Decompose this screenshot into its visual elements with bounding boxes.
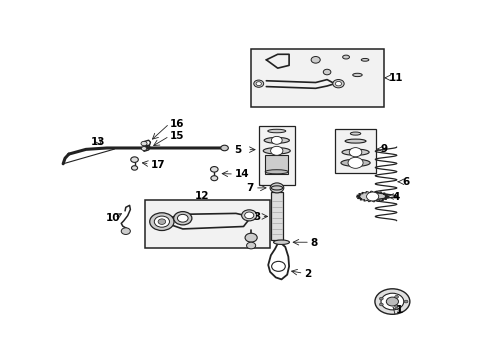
Circle shape <box>246 242 256 249</box>
Circle shape <box>211 176 218 181</box>
Circle shape <box>142 147 147 150</box>
Circle shape <box>379 297 383 300</box>
Circle shape <box>220 145 228 151</box>
Circle shape <box>386 297 398 306</box>
Ellipse shape <box>273 240 290 244</box>
Text: 6: 6 <box>402 177 409 187</box>
Circle shape <box>211 167 218 172</box>
Bar <box>251 49 384 107</box>
Circle shape <box>395 305 398 308</box>
Circle shape <box>158 219 166 224</box>
Ellipse shape <box>341 159 370 166</box>
Circle shape <box>242 210 257 221</box>
Circle shape <box>131 166 138 170</box>
Circle shape <box>349 148 362 157</box>
Bar <box>259 126 295 185</box>
Circle shape <box>245 212 254 219</box>
Text: 14: 14 <box>235 169 249 179</box>
Text: 12: 12 <box>195 191 209 201</box>
Bar <box>335 129 376 174</box>
Text: 13: 13 <box>91 136 105 147</box>
Circle shape <box>270 146 283 155</box>
Ellipse shape <box>353 73 362 77</box>
Circle shape <box>245 233 257 242</box>
Circle shape <box>395 296 398 298</box>
Circle shape <box>375 289 410 314</box>
Circle shape <box>348 157 363 168</box>
Circle shape <box>256 82 261 86</box>
Text: 1: 1 <box>395 305 403 315</box>
Text: 16: 16 <box>170 118 185 129</box>
Circle shape <box>336 81 342 86</box>
Text: 15: 15 <box>170 131 185 141</box>
Circle shape <box>381 293 404 310</box>
Bar <box>271 192 283 240</box>
Circle shape <box>121 228 130 234</box>
Bar <box>265 155 288 174</box>
Circle shape <box>254 80 264 87</box>
Ellipse shape <box>268 129 286 133</box>
Text: 10: 10 <box>106 213 121 224</box>
Circle shape <box>271 261 285 271</box>
Circle shape <box>379 303 383 306</box>
Circle shape <box>270 183 284 193</box>
Circle shape <box>271 136 282 144</box>
Text: 3: 3 <box>253 212 260 222</box>
Circle shape <box>367 192 379 201</box>
Ellipse shape <box>343 55 349 59</box>
Text: 7: 7 <box>246 183 254 193</box>
Ellipse shape <box>271 186 283 190</box>
Circle shape <box>154 216 170 227</box>
Circle shape <box>323 69 331 75</box>
Text: 9: 9 <box>381 144 388 154</box>
Text: 11: 11 <box>389 73 403 83</box>
Ellipse shape <box>345 139 366 143</box>
Ellipse shape <box>265 170 288 174</box>
Text: 4: 4 <box>392 192 400 202</box>
Circle shape <box>131 157 138 162</box>
Circle shape <box>150 213 174 230</box>
Ellipse shape <box>342 149 369 155</box>
Polygon shape <box>356 191 389 202</box>
Bar <box>145 200 270 248</box>
Ellipse shape <box>361 58 369 61</box>
Circle shape <box>333 80 344 88</box>
Circle shape <box>141 141 147 146</box>
Ellipse shape <box>263 148 290 154</box>
Text: 2: 2 <box>304 269 312 279</box>
Text: 17: 17 <box>150 159 165 170</box>
Circle shape <box>173 212 192 225</box>
Circle shape <box>404 300 408 303</box>
Text: 8: 8 <box>311 238 318 248</box>
Circle shape <box>311 57 320 63</box>
Text: 5: 5 <box>234 145 241 155</box>
Ellipse shape <box>264 138 290 143</box>
Circle shape <box>177 214 188 222</box>
Ellipse shape <box>350 132 361 135</box>
